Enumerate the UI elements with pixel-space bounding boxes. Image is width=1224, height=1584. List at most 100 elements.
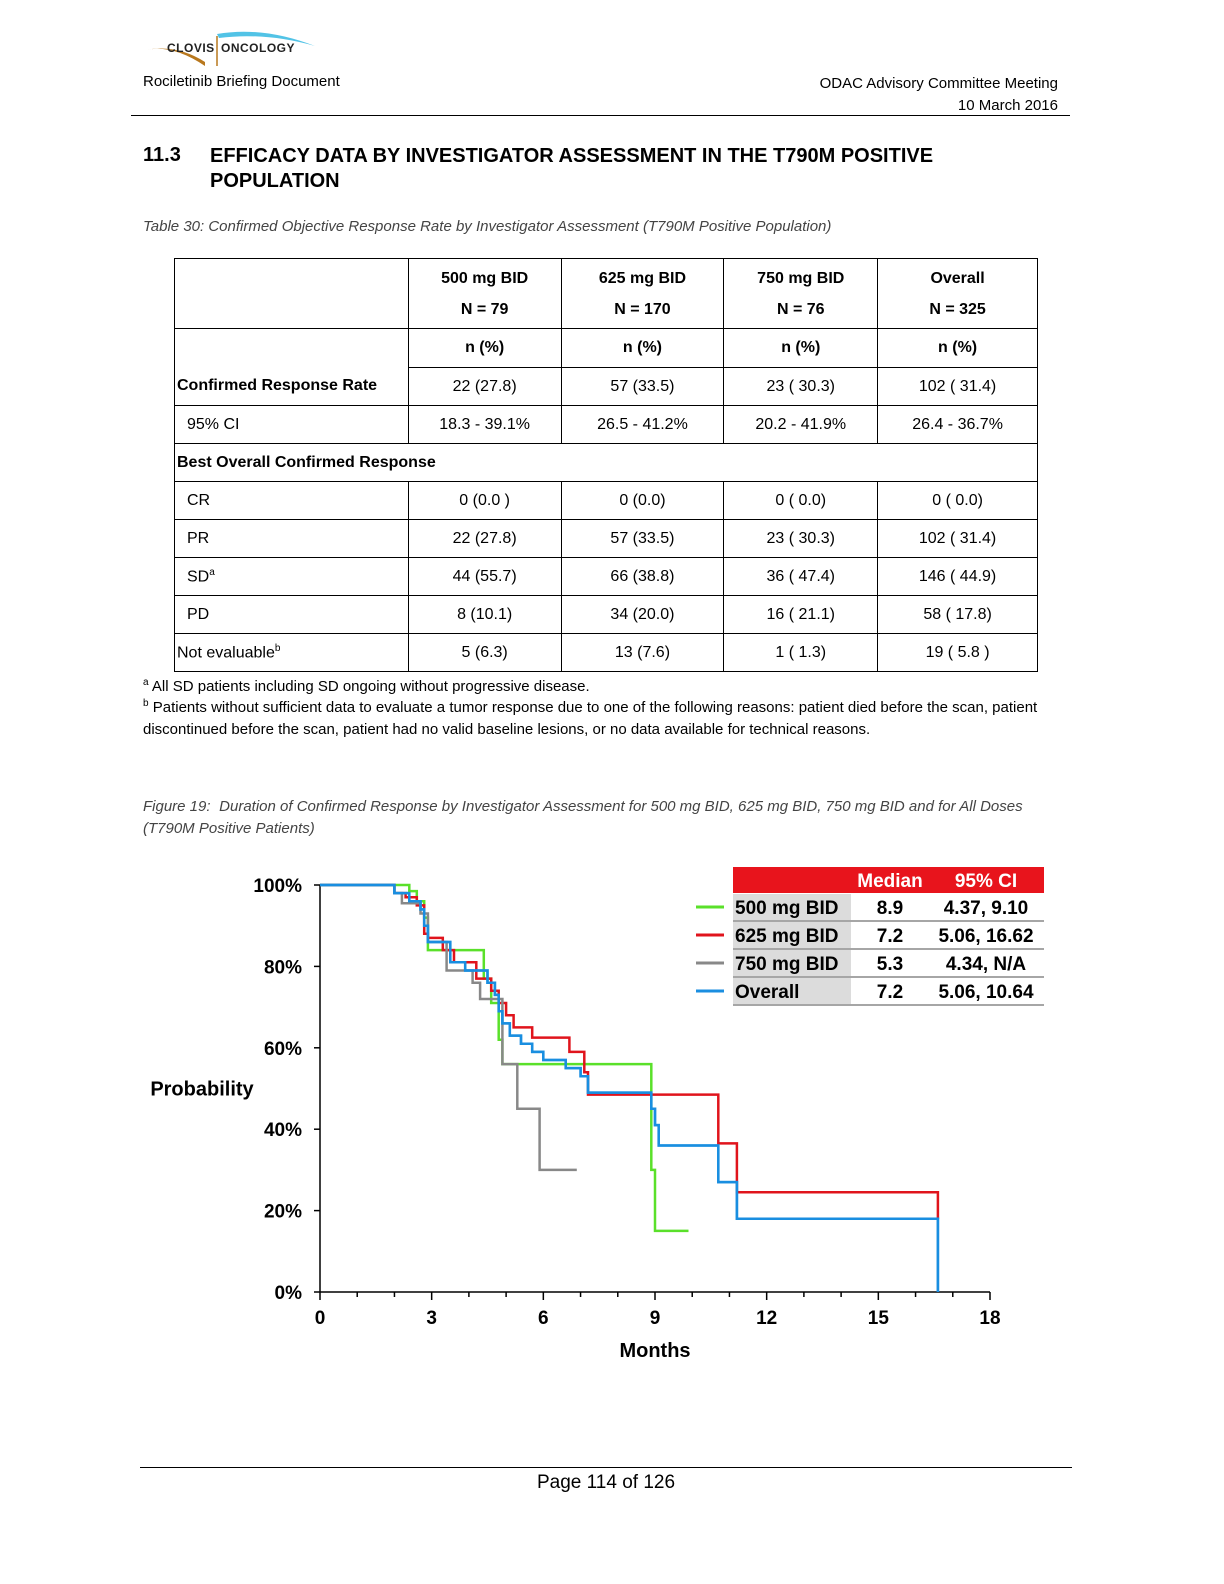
page-number: Page 114 of 126 <box>536 1472 676 1493</box>
legend-label-background <box>733 922 851 948</box>
table-row-pr: PR 22 (27.8) 57 (33.5) 23 ( 30.3) 102 ( … <box>174 519 1038 558</box>
footnote-mark: b <box>274 642 281 654</box>
legend-label-background <box>733 978 851 1004</box>
footnote-mark: b <box>143 698 149 709</box>
legend-ci-value: 4.37, 9.10 <box>944 898 1029 919</box>
legend-median-value: 7.2 <box>877 926 903 947</box>
footnote-mark: a <box>209 566 215 578</box>
response-rate-table: 500 mg BID N = 79 625 mg BID N = 170 750 m… <box>174 258 1038 672</box>
row-label: Not evaluableb <box>174 633 409 672</box>
legend-series-name: 500 mg BID <box>735 898 838 919</box>
table-cell: 0 (0.0) <box>560 481 725 520</box>
footnote-mark: a <box>143 677 149 688</box>
table-row-best-overall-heading: Best Overall Confirmed Response <box>174 443 1038 482</box>
table-cell: 102 ( 31.4) <box>877 367 1038 406</box>
table-row-confirmed-response-rate: Confirmed Response Rate 22 (27.8) 57 (33… <box>174 367 1038 406</box>
logo-swoosh-icon <box>145 31 315 66</box>
footnote-b: b Patients without sufficient data to ev… <box>143 698 1038 738</box>
legend-header-ci: 95% CI <box>955 871 1017 892</box>
figure-caption: Figure 19: Duration of Confirmed Respons… <box>143 798 1023 837</box>
y-tick-label: 60% <box>264 1039 302 1060</box>
x-tick-label: 9 <box>650 1308 661 1329</box>
table-cell: 57 (33.5) <box>560 367 725 406</box>
table-cell: 58 ( 17.8) <box>877 595 1038 634</box>
clovis-oncology-logo: CLOVIS ONCOLOGY <box>143 28 323 68</box>
legend-ci-value: 4.34, N/A <box>946 954 1027 975</box>
table-cell: 44 (55.7) <box>407 557 562 596</box>
series-line <box>320 883 689 1233</box>
legend-ci-value: 5.06, 16.62 <box>938 926 1033 947</box>
x-axis-label: Months <box>619 1340 690 1362</box>
table-row-not-evaluable: Not evaluableb 5 (6.3) 13 (7.6) 1 ( 1.3)… <box>174 633 1038 672</box>
table-cell: 146 ( 44.9) <box>877 557 1038 596</box>
table-cell: 5 (6.3) <box>407 633 562 672</box>
unit-blank-cell <box>174 328 409 368</box>
legend-header-background <box>733 867 1044 893</box>
footer-divider <box>140 1467 1072 1468</box>
table-cell: 102 ( 31.4) <box>877 519 1038 558</box>
table-cell: 22 (27.8) <box>407 367 562 406</box>
row-label: 95% CI <box>174 405 409 444</box>
table-row-pd: PD 8 (10.1) 34 (20.0) 16 ( 21.1) 58 ( 17… <box>174 595 1038 634</box>
logo-text-oncology: ONCOLOGY <box>221 41 296 55</box>
unit-cell: n (%) <box>877 328 1038 368</box>
header-blank-cell <box>174 258 409 329</box>
duration-of-response-chart: 0% 20% 40% 60% 80% 100% 0 3 6 9 12 15 18 Months Probab… <box>150 867 1044 1362</box>
row-label: CR <box>174 481 409 520</box>
column-header: Overall N = 325 <box>877 258 1038 329</box>
legend-median-value: 7.2 <box>877 982 903 1003</box>
table-cell: 13 (7.6) <box>560 633 725 672</box>
y-tick-label: 100% <box>253 876 302 897</box>
legend-ci-value: 5.06, 10.64 <box>938 982 1034 1003</box>
table-unit-row: n (%) n (%) n (%) n (%) <box>174 328 1038 368</box>
column-header: 625 mg BID N = 170 <box>560 258 725 329</box>
meeting-date: 10 March 2016 <box>957 97 1058 114</box>
table-caption: Table 30: Confirmed Objective Response R… <box>143 218 832 235</box>
unit-cell: n (%) <box>723 328 879 368</box>
table-row-ci: 95% CI 18.3 - 39.1% 26.5 - 41.2% 20.2 - … <box>174 405 1038 444</box>
table-cell: 23 ( 30.3) <box>723 367 879 406</box>
table-cell: 36 ( 47.4) <box>723 557 879 596</box>
table-row-sd: SDa 44 (55.7) 66 (38.8) 36 ( 47.4) 146 (… <box>174 557 1038 596</box>
series-line <box>320 883 577 1172</box>
x-tick-label: 12 <box>756 1308 777 1329</box>
y-tick-label: 20% <box>264 1202 302 1223</box>
x-tick-label: 3 <box>426 1308 437 1329</box>
document-title: Rociletinib Briefing Document <box>143 73 340 90</box>
table-header-row: 500 mg BID N = 79 625 mg BID N = 170 750 m… <box>174 258 1038 329</box>
x-tick-label: 0 <box>315 1308 326 1329</box>
column-header: 750 mg BID N = 76 <box>723 258 879 329</box>
table-cell: 23 ( 30.3) <box>723 519 879 558</box>
table-cell: 26.5 - 41.2% <box>560 405 725 444</box>
table-cell: 16 ( 21.1) <box>723 595 879 634</box>
section-number: 11.3 <box>143 144 181 166</box>
legend-label-background <box>733 950 851 976</box>
row-section-label: Best Overall Confirmed Response <box>174 443 1038 482</box>
legend-series-name: 750 mg BID <box>735 954 838 975</box>
table-cell: 20.2 - 41.9% <box>723 405 879 444</box>
y-tick-label: 80% <box>264 957 302 978</box>
table-cell: 34 (20.0) <box>560 595 725 634</box>
legend-median-value: 8.9 <box>877 898 903 919</box>
x-tick-label: 6 <box>538 1308 549 1329</box>
figure-label: Figure 19: <box>143 798 211 815</box>
table-cell: 26.4 - 36.7% <box>877 405 1038 444</box>
y-axis-label: Probability <box>150 1079 254 1101</box>
table-cell: 18.3 - 39.1% <box>407 405 562 444</box>
table-cell: 57 (33.5) <box>560 519 725 558</box>
legend-series-name: 625 mg BID <box>735 926 838 947</box>
x-tick-label: 15 <box>868 1308 890 1329</box>
row-label: PR <box>174 519 409 558</box>
y-tick-label: 0% <box>275 1283 303 1304</box>
table-cell: 0 ( 0.0) <box>877 481 1038 520</box>
x-tick-label: 18 <box>979 1308 1000 1329</box>
meeting-info: ODAC Advisory Committee Meeting 10 March… <box>820 73 1058 117</box>
legend-label-background <box>733 894 851 920</box>
row-label: SDa <box>174 557 409 596</box>
logo-text-clovis: CLOVIS <box>167 41 215 55</box>
table-cell: 0 (0.0 ) <box>407 481 562 520</box>
table-cell: 1 ( 1.3) <box>723 633 879 672</box>
table-cell: 19 ( 5.8 ) <box>877 633 1038 672</box>
y-tick-label: 40% <box>264 1120 302 1141</box>
legend-median-value: 5.3 <box>877 954 903 975</box>
